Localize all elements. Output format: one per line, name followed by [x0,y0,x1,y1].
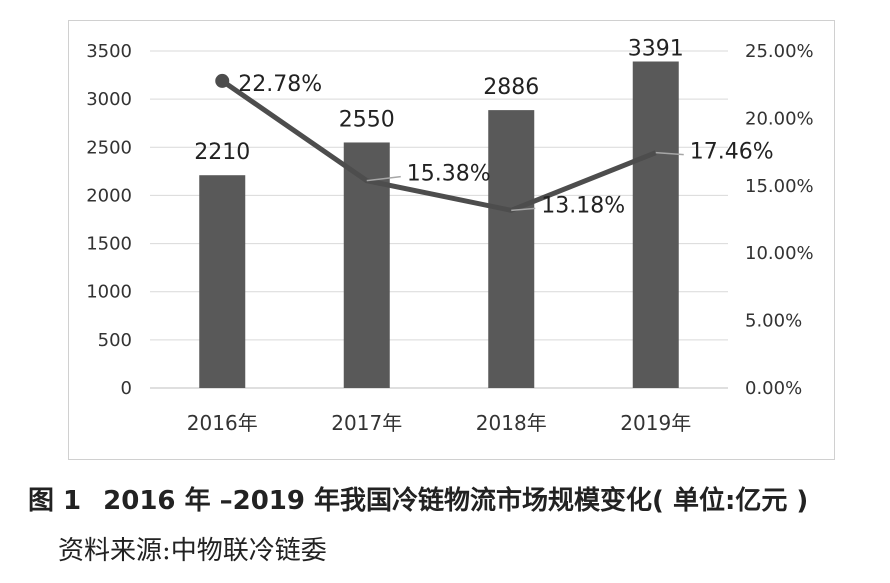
rate-data-label: 22.78% [238,72,322,97]
left-axis-tick-label: 3500 [86,41,132,62]
rate-line [220,78,657,213]
chart-border [68,20,835,460]
category-label: 2018年 [476,411,547,435]
left-axis-tick-label: 3000 [86,89,132,110]
bar [488,110,535,388]
bar-data-label: 2550 [339,107,395,132]
leader-line [655,151,684,156]
right-axis-tick-label: 25.00% [745,41,814,62]
bar-data-label: 2210 [194,140,250,165]
bar-data-label: 2886 [483,75,539,100]
right-axis-tick-label: 15.00% [745,176,814,197]
left-axis-tick-label: 0 [121,378,132,399]
category-label: 2016年 [187,411,258,435]
leader-line [366,175,401,182]
left-axis-tick-label: 2500 [86,137,132,158]
bar [199,175,246,388]
leader-line [511,207,536,212]
rate-data-label: 17.46% [690,140,774,165]
bar [632,61,679,388]
rate-point-marker [215,73,230,88]
bar-data-label: 3391 [628,36,684,61]
rate-data-label: 13.18% [541,193,625,218]
left-axis-tick-label: 2000 [86,185,132,206]
right-axis-tick-label: 10.00% [745,243,814,264]
left-axis-tick-label: 500 [98,330,132,351]
left-axis-tick-label: 1500 [86,234,132,255]
figure-caption: 图 1 2016 年 –2019 年我国冷链物流市场规模变化( 单位:亿元 ) [28,480,808,517]
left-axis-tick-label: 1000 [86,282,132,303]
right-axis-tick-label: 0.00% [745,378,802,399]
figure-caption-text: 2016 年 –2019 年我国冷链物流市场规模变化( 单位:亿元 ) [103,486,809,516]
category-label: 2019年 [620,411,691,435]
right-axis-tick-label: 20.00% [745,108,814,129]
figure-number: 图 1 [28,486,82,516]
chart: 0 500 1000 1500 2000 2500 3000 3500 0.00% 5.00% 10… [86,36,814,435]
source-note: 资料来源:中物联冷链委 [58,536,327,566]
right-axis-tick-label: 5.00% [745,311,802,332]
rate-data-label: 15.38% [407,162,491,187]
category-label: 2017年 [331,411,402,435]
